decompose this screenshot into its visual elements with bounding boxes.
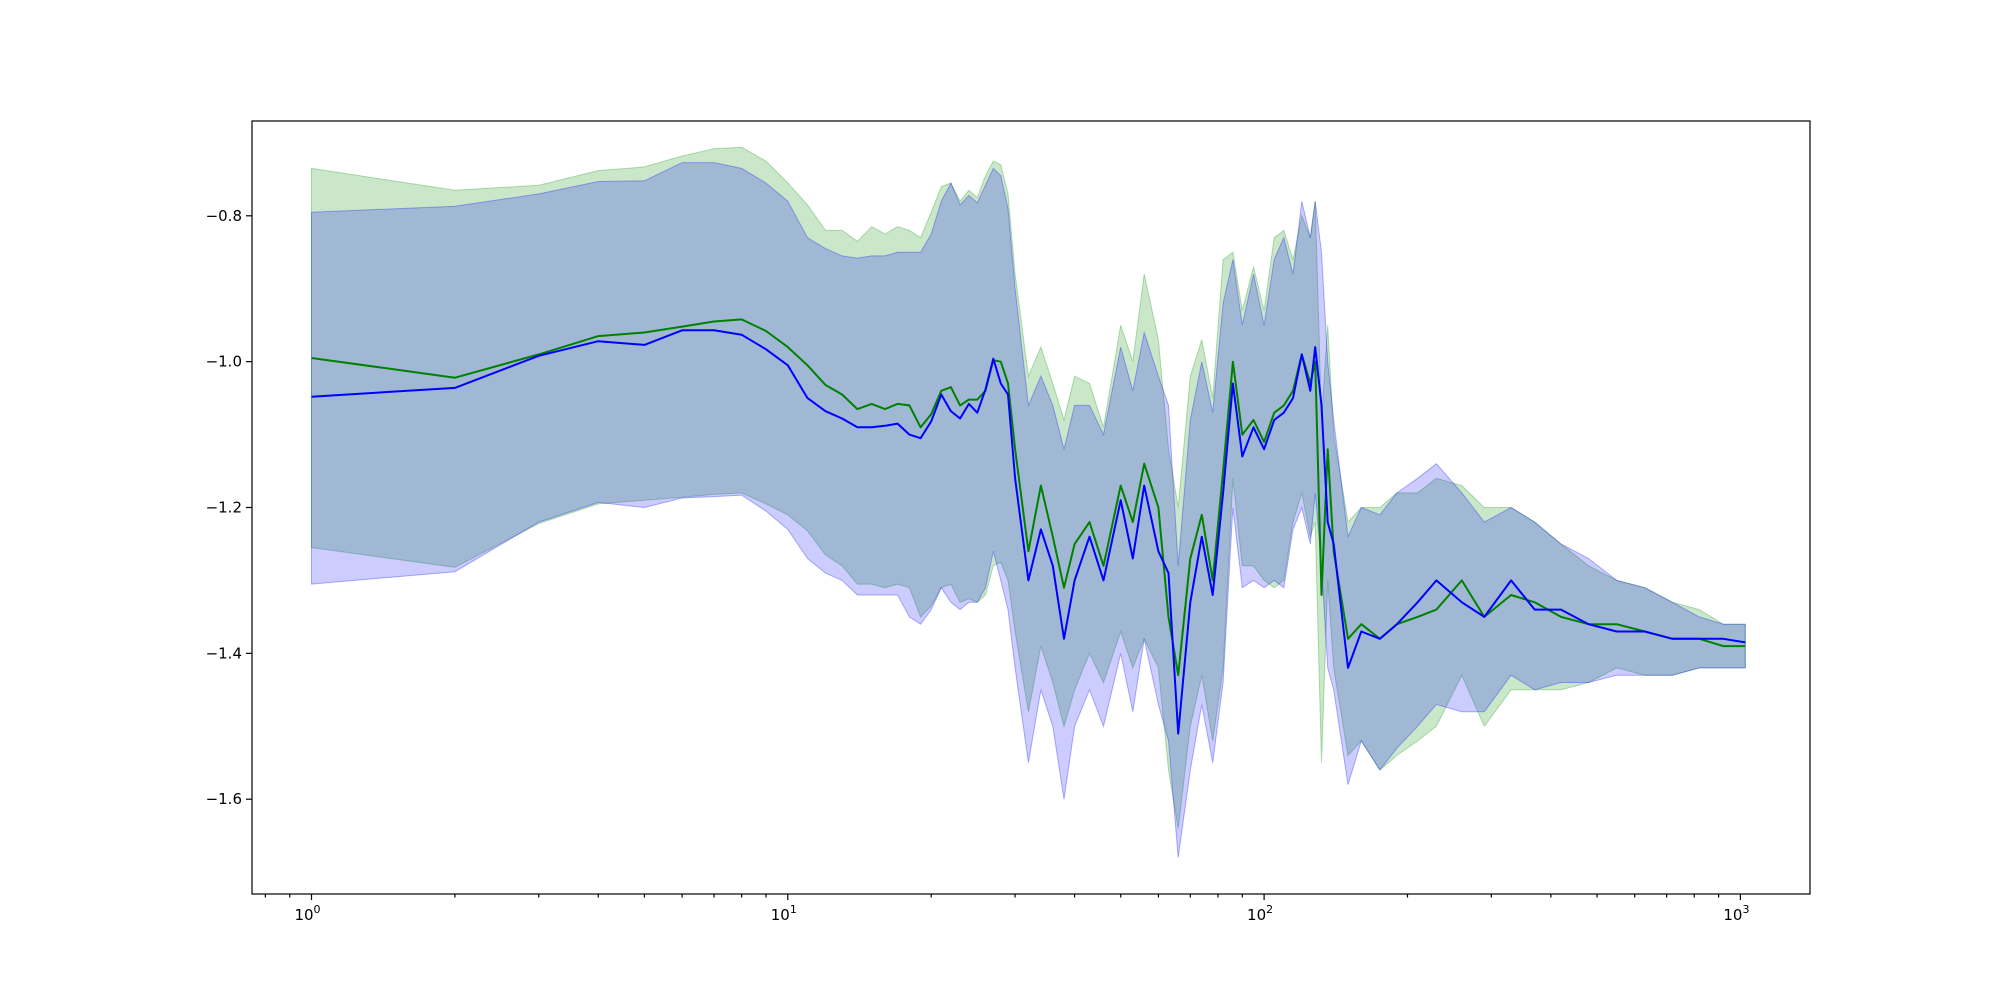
confidence-bands xyxy=(311,146,1746,858)
y-tick-label: −1.2 xyxy=(206,499,242,517)
x-tick-label: 103 xyxy=(1723,903,1749,924)
x-axis: 100 101 102 103 xyxy=(264,894,1749,924)
y-tick-label: −1.0 xyxy=(206,353,242,371)
y-tick-label: −1.4 xyxy=(206,644,242,662)
series-2-line xyxy=(311,329,1746,735)
series-lines xyxy=(311,318,1746,735)
series-2-band xyxy=(311,162,1746,858)
y-tick-label: −1.6 xyxy=(206,790,242,808)
x-tick-label: 101 xyxy=(771,903,797,924)
y-tick-label: −0.8 xyxy=(206,207,242,225)
x-tick-label: 102 xyxy=(1247,903,1273,924)
series-1-band xyxy=(311,146,1746,829)
y-axis: −1.6 −1.4 −1.2 −1.0 −0.8 xyxy=(206,207,252,808)
series-1-line xyxy=(311,318,1746,677)
x-tick-label: 100 xyxy=(294,903,320,924)
